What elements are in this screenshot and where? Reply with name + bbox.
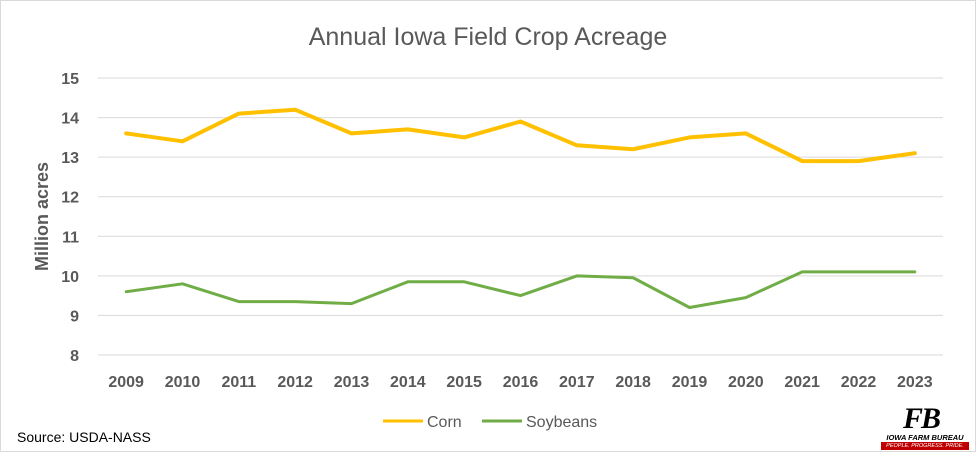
x-tick-label: 2009 <box>108 374 144 391</box>
x-tick-label: 2022 <box>841 374 877 391</box>
y-tick-label: 9 <box>70 308 79 325</box>
x-tick-label: 2012 <box>277 374 313 391</box>
x-tick-label: 2014 <box>390 374 426 391</box>
series-line-corn <box>124 107 917 164</box>
y-tick-label: 8 <box>70 348 79 365</box>
x-tick-label: 2023 <box>897 374 933 391</box>
x-tick-label: 2011 <box>221 374 256 391</box>
x-tick-label: 2019 <box>672 374 708 391</box>
logo-tagline: PEOPLE. PROGRESS. PRIDE. <box>881 442 969 450</box>
y-tick-label: 15 <box>61 71 79 88</box>
y-tick-label: 13 <box>61 150 79 167</box>
legend-label-soybeans: Soybeans <box>526 414 597 431</box>
y-tick-label: 12 <box>61 190 79 207</box>
x-tick-label: 2013 <box>334 374 370 391</box>
x-tick-label: 2015 <box>446 374 482 391</box>
x-tick-label: 2018 <box>615 374 651 391</box>
chart-title: Annual Iowa Field Crop Acreage <box>309 23 668 51</box>
source-note: Source: USDA-NASS <box>17 429 151 445</box>
x-tick-label: 2010 <box>165 374 201 391</box>
x-tick-label: 2021 <box>784 374 820 391</box>
y-tick-label: 14 <box>61 111 79 128</box>
logo-mark: FB <box>903 402 941 435</box>
x-tick-label: 2017 <box>559 374 595 391</box>
y-tick-label: 11 <box>62 229 79 246</box>
iowa-farm-bureau-logo: FB IOWA FARM BUREAU PEOPLE. PROGRESS. PR… <box>879 402 971 450</box>
logo-name: IOWA FARM BUREAU <box>886 433 964 442</box>
x-tick-label: 2016 <box>503 374 539 391</box>
legend-label-corn: Corn <box>427 414 462 431</box>
series-line-soybeans <box>124 270 917 309</box>
y-axis-label: Million acres <box>32 162 52 271</box>
x-tick-label: 2020 <box>728 374 764 391</box>
y-tick-label: 10 <box>61 269 79 286</box>
